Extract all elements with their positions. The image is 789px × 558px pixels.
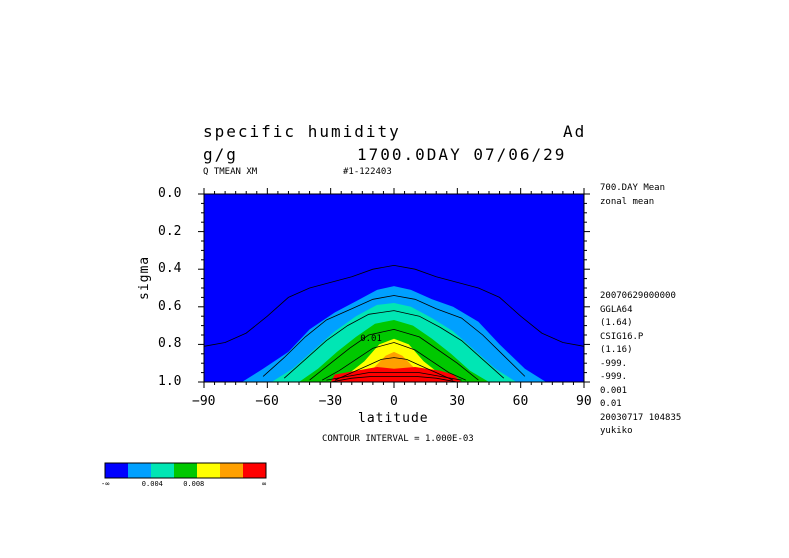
side-info-line: 20070629000000 — [600, 291, 676, 301]
colorbar-swatch-4 — [197, 463, 220, 478]
side-info-line: yukiko — [600, 426, 633, 436]
colorbar-swatch-1 — [128, 463, 151, 478]
y-tick-label: 0.4 — [158, 261, 182, 277]
contour-fill-4 — [204, 351, 584, 382]
x-tick-label: −60 — [255, 394, 279, 409]
side-info-line: CSIG16.P — [600, 331, 644, 342]
side-info-line: (1.16) — [600, 345, 633, 355]
side-info-line: -999. — [600, 358, 628, 369]
x-tick-label: 60 — [512, 394, 529, 409]
colorbar-swatch-3 — [174, 463, 197, 478]
y-tick-label: 1.0 — [158, 374, 182, 389]
side-info-line: GGLA64 — [600, 304, 633, 315]
x-tick-label: 90 — [576, 394, 592, 409]
colorbar-swatch-2 — [151, 463, 174, 478]
x-tick-label: 30 — [449, 394, 465, 409]
inline-label-0: 0.01 — [360, 334, 382, 344]
contour-line-5 — [334, 357, 454, 381]
side-info-line: 700.DAY Mean — [600, 183, 666, 193]
units-label: g/g — [203, 145, 238, 164]
contour-line-3 — [309, 328, 479, 381]
colorbar-label: -∞ — [101, 480, 110, 488]
y-axis-label: sigma — [137, 255, 152, 300]
colorbar-label: ∞ — [262, 480, 267, 488]
contour-fill-5 — [204, 367, 584, 382]
colorbar-frame — [104, 462, 267, 479]
contour-interval-label: CONTOUR INTERVAL = 1.000E-03 — [322, 434, 474, 444]
contour-line-4 — [322, 342, 466, 381]
y-tick-label: 0.2 — [158, 223, 182, 239]
plot-frame — [203, 193, 585, 383]
x-tick-label: −90 — [192, 394, 216, 409]
contour-line-6 — [326, 372, 462, 381]
y-tick-label: 0.8 — [158, 336, 182, 352]
time-label: 1700.0DAY 07/06/29 — [357, 145, 567, 164]
colorbar-swatch-0 — [105, 463, 128, 478]
colorbar-swatch-5 — [220, 463, 243, 478]
side-info-line: 20030717 104835 — [600, 412, 682, 423]
side-info-line: zonal mean — [600, 197, 655, 207]
contour-line-1 — [262, 295, 526, 377]
variable-label: Q TMEAN XM — [203, 167, 258, 177]
y-tick-label: 0.0 — [158, 186, 182, 201]
y-tick-label: 0.6 — [158, 298, 182, 314]
chart-title: specific humidity — [203, 122, 401, 141]
contour-lines: 0.01 — [203, 264, 585, 383]
colorbar-label: 0.008 — [183, 480, 205, 488]
side-info-line: (1.64) — [600, 318, 633, 328]
contour-line-2 — [283, 310, 505, 379]
colorbar-swatch-6 — [243, 463, 266, 478]
side-info-line: -999. — [600, 372, 628, 382]
contour-line-7 — [330, 375, 458, 383]
filled-contours — [204, 194, 584, 382]
x-tick-label: 0 — [390, 394, 398, 409]
experiment-label: Ad — [563, 122, 587, 141]
colorbar-label: 0.004 — [141, 480, 163, 488]
x-tick-label: −30 — [318, 394, 343, 409]
contour-line-0 — [203, 264, 585, 347]
colorbar — [104, 462, 267, 479]
x-axis-label: latitude — [358, 411, 429, 426]
side-info-line: 0.001 — [600, 385, 628, 396]
side-info-line: 0.01 — [600, 399, 622, 409]
run-label: #1-122403 — [343, 167, 392, 177]
